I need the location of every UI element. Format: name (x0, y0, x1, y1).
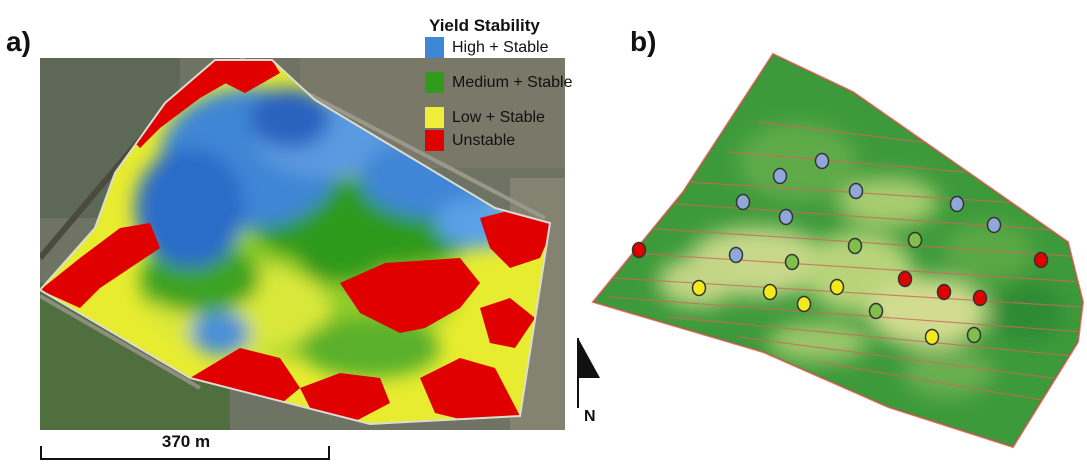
sample-point-high (735, 193, 751, 211)
legend-label: Unstable (452, 131, 516, 149)
legend-swatch (425, 130, 444, 151)
sample-point-high (772, 167, 788, 185)
sample-point-low (762, 283, 778, 301)
north-label: N (584, 408, 596, 425)
uav-field-image (591, 52, 1085, 449)
legend-label: High + Stable (452, 38, 549, 56)
sample-point-medium (784, 253, 800, 271)
legend-item-unstable: Unstable (425, 129, 605, 152)
sample-point-medium (847, 237, 863, 255)
sample-point-medium (907, 231, 923, 249)
sample-point-low (924, 328, 940, 346)
sample-point-low (829, 278, 845, 296)
sample-point-low (691, 279, 707, 297)
field-boundary (40, 59, 552, 426)
sample-points (631, 152, 1049, 346)
panel-label-a: a) (6, 26, 31, 57)
field-stability-layer (40, 60, 550, 424)
legend-swatch (425, 107, 444, 128)
sample-point-high (778, 208, 794, 226)
legend: Yield Stability High + Stable Medium + S… (425, 16, 605, 152)
scale-bar: 370 m (40, 432, 332, 462)
legend-swatch (425, 37, 444, 58)
field-boundary (591, 52, 1085, 449)
legend-title: Yield Stability (429, 16, 540, 35)
sample-point-unstable (631, 241, 647, 259)
sample-point-low (796, 295, 812, 313)
panel-label-b: b) (630, 26, 657, 57)
legend-label: Low + Stable (452, 108, 545, 126)
legend-swatch (425, 72, 444, 93)
road (40, 294, 201, 390)
scale-bar-label: 370 m (161, 432, 211, 451)
north-arrow-icon (577, 338, 600, 408)
legend-item-medium-stable: Medium + Stable (425, 71, 605, 94)
sample-point-unstable (1033, 251, 1049, 269)
field-image-layer (593, 54, 1083, 447)
sample-point-high (986, 216, 1002, 234)
sample-point-medium (868, 302, 884, 320)
sample-point-unstable (936, 283, 952, 301)
legend-item-high-stable: High + Stable (425, 36, 605, 59)
sample-point-high (848, 182, 864, 200)
sample-point-high (949, 195, 965, 213)
north-arrow: N (572, 338, 602, 430)
sample-point-high (814, 152, 830, 170)
sample-point-unstable (972, 289, 988, 307)
sample-point-high (728, 246, 744, 264)
legend-item-low-stable: Low + Stable (425, 106, 605, 129)
sample-point-unstable (897, 270, 913, 288)
scale-bar-tick (328, 446, 330, 460)
sample-point-medium (966, 326, 982, 344)
scale-bar-line (40, 458, 330, 460)
scale-bar-tick (40, 446, 42, 460)
legend-label: Medium + Stable (452, 73, 573, 91)
